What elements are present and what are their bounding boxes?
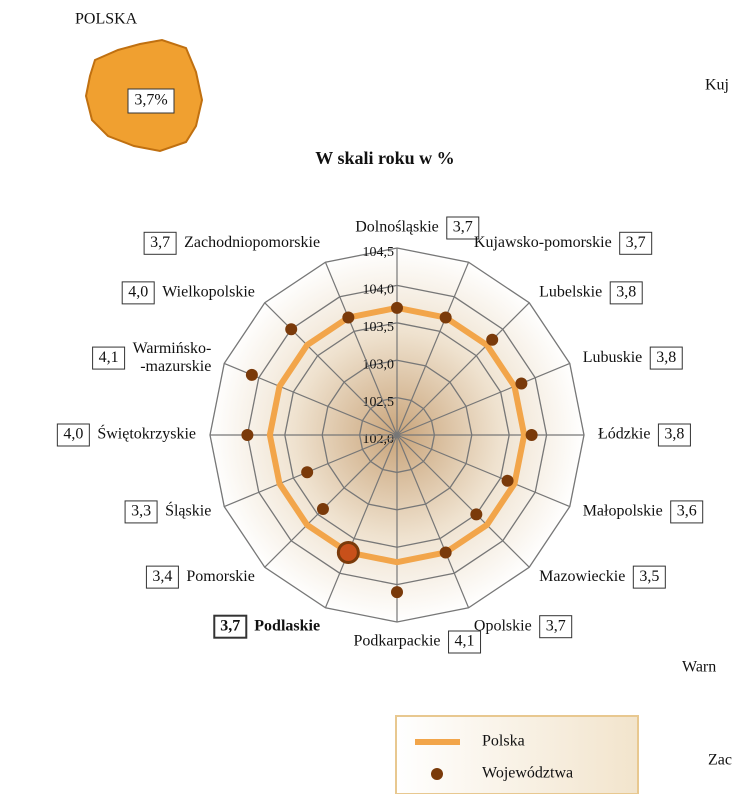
value-label: 4,1 xyxy=(99,349,119,366)
spoke xyxy=(396,302,530,436)
region-name: POLSKA xyxy=(75,11,138,28)
value-label: 3,7 xyxy=(220,617,240,634)
spoke xyxy=(396,262,470,436)
spoke xyxy=(264,302,398,436)
y-tick-label: 102,0 xyxy=(363,432,395,447)
cropped-label: Zac xyxy=(708,752,732,769)
value-label: 3,5 xyxy=(639,568,659,585)
value-box xyxy=(657,423,691,447)
category-label: Małopolskie xyxy=(583,503,663,520)
value-label: 4,0 xyxy=(63,426,83,443)
category-label: Łódzkie xyxy=(598,426,650,443)
legend-label: Polska xyxy=(482,733,525,750)
region-value-box xyxy=(127,88,175,114)
value-label: 3,8 xyxy=(656,349,676,366)
value-box xyxy=(446,216,480,240)
cropped-label: Warn xyxy=(682,659,716,676)
value-box xyxy=(609,281,643,305)
legend-swatch xyxy=(431,768,443,780)
series-line xyxy=(266,304,528,566)
y-tick-label: 104,0 xyxy=(363,283,395,298)
y-tick-label: 103,5 xyxy=(363,320,395,335)
category-label: Podkarpackie xyxy=(353,633,440,650)
data-point xyxy=(391,586,403,599)
category-label: Śląskie xyxy=(165,501,211,520)
category-label: Kujawsko-pomorskie xyxy=(474,234,612,251)
value-box xyxy=(145,565,179,589)
category-label: Zachodniopomorskie xyxy=(184,234,320,251)
value-box xyxy=(670,500,704,524)
category-label: Lubelskie xyxy=(539,284,602,301)
value-label: 3,7 xyxy=(453,219,473,236)
legend-box xyxy=(395,715,639,795)
value-box xyxy=(56,423,90,447)
data-point xyxy=(470,508,483,521)
value-box xyxy=(92,346,126,370)
value-label: 3,7 xyxy=(626,234,646,251)
value-box xyxy=(143,231,177,255)
value-box xyxy=(448,630,482,654)
data-point xyxy=(301,466,314,479)
value-label: 4,1 xyxy=(455,633,475,650)
category-label: Mazowieckie xyxy=(539,568,625,585)
category-label: Lubuskie xyxy=(583,349,643,366)
category-label: Wielkopolskie xyxy=(162,284,255,301)
value-box xyxy=(121,281,155,305)
spoke xyxy=(324,262,398,436)
value-label: 3,8 xyxy=(616,284,636,301)
legend-label: Województwa xyxy=(482,765,573,782)
spoke xyxy=(396,434,570,508)
y-tick-label: 103,0 xyxy=(363,357,395,372)
data-point xyxy=(342,311,355,324)
chart-title: W skali roku w % xyxy=(315,148,454,168)
category-label: Opolskie xyxy=(474,617,532,634)
category-label: Dolnośląskie xyxy=(355,219,439,236)
spoke xyxy=(396,434,470,608)
category-label: Podlaskie xyxy=(254,617,320,634)
spoke xyxy=(396,434,530,568)
cropped-label: Kuj xyxy=(705,77,729,94)
y-tick-label: 104,5 xyxy=(363,245,395,260)
value-box xyxy=(619,231,653,255)
y-tick-label: 102,5 xyxy=(363,395,395,410)
data-point xyxy=(486,333,499,346)
category-label: Warmińsko--mazurskie xyxy=(133,340,212,375)
value-label: 3,4 xyxy=(152,568,172,585)
value-box xyxy=(649,346,683,370)
value-box xyxy=(124,500,158,524)
value-label: 3,8 xyxy=(664,426,684,443)
value-label: 3,3 xyxy=(131,503,151,520)
data-point xyxy=(285,323,298,336)
value-label: 3,6 xyxy=(677,503,697,520)
category-label: Świętokrzyskie xyxy=(97,424,196,443)
data-point xyxy=(439,546,452,559)
value-label: 3,7 xyxy=(150,234,170,251)
value-label: 3,7 xyxy=(546,617,566,634)
data-point xyxy=(391,301,403,314)
data-point xyxy=(241,429,254,441)
region-value: 3,7% xyxy=(134,92,167,109)
spoke xyxy=(324,434,398,608)
spoke xyxy=(264,434,398,568)
data-point xyxy=(439,311,452,324)
data-point xyxy=(245,368,258,381)
data-point xyxy=(525,429,538,441)
value-box xyxy=(539,615,573,639)
value-box xyxy=(213,614,248,639)
value-label: 4,0 xyxy=(128,284,148,301)
data-point xyxy=(316,503,329,516)
category-label: Pomorskie xyxy=(186,568,254,585)
spoke xyxy=(396,362,570,436)
data-point xyxy=(515,377,528,390)
data-point xyxy=(336,540,360,564)
data-point xyxy=(501,474,514,487)
value-box xyxy=(632,565,666,589)
